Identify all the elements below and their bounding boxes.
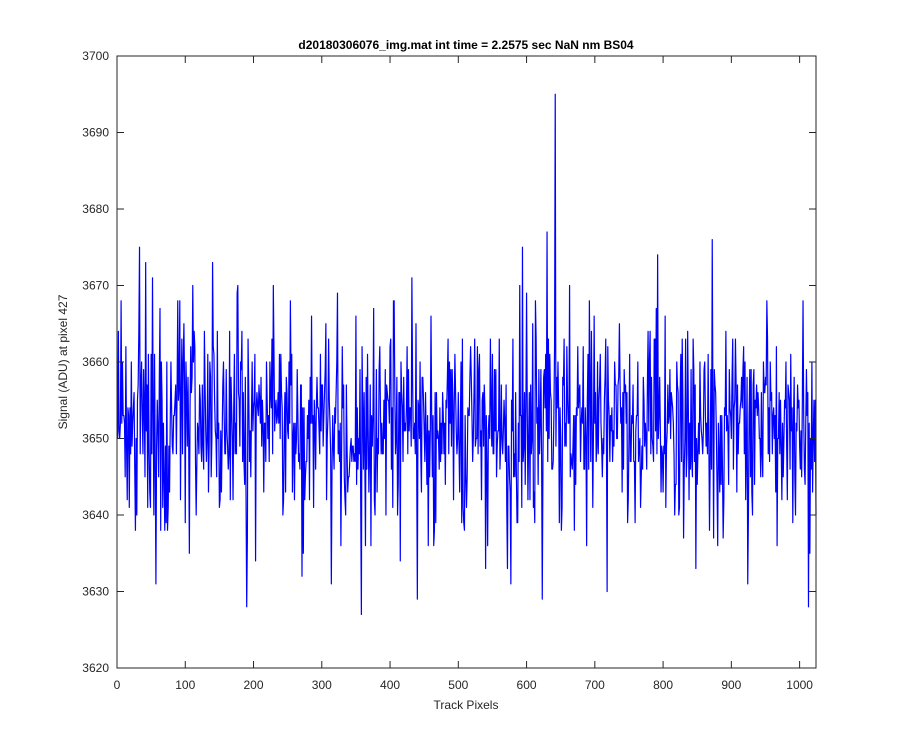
x-tick-label: 900 <box>721 678 741 692</box>
x-axis-label: Track Pixels <box>434 698 499 712</box>
y-tick-label: 3640 <box>82 508 109 522</box>
x-tick-label: 200 <box>244 678 264 692</box>
x-tick-label: 500 <box>448 678 468 692</box>
y-tick-label: 3630 <box>82 585 109 599</box>
x-tick-label: 100 <box>175 678 195 692</box>
y-tick-label: 3660 <box>82 355 109 369</box>
y-tick-label: 3620 <box>82 661 109 675</box>
x-tick-label: 600 <box>517 678 537 692</box>
y-axis-label: Signal (ADU) at pixel 427 <box>56 294 70 429</box>
chart-title: d20180306076_img.mat int time = 2.2575 s… <box>298 38 634 52</box>
axes-layer: 0 100 200 300 400 500 600 700 800 900 1000 3620 3630… <box>82 49 817 692</box>
x-tick-label: 1000 <box>786 678 813 692</box>
x-tick-label: 300 <box>312 678 332 692</box>
y-tick-label: 3690 <box>82 126 109 140</box>
data-layer <box>117 93 817 616</box>
y-tick-label: 3670 <box>82 279 109 293</box>
plot-area-background <box>117 56 816 668</box>
series-line <box>117 93 817 616</box>
x-tick-label: 400 <box>380 678 400 692</box>
y-tick-label: 3680 <box>82 202 109 216</box>
x-tick-label: 800 <box>653 678 673 692</box>
y-tick-label: 3700 <box>82 49 109 63</box>
x-tick-label: 0 <box>114 678 121 692</box>
y-tick-label: 3650 <box>82 432 109 446</box>
x-tick-label: 700 <box>585 678 605 692</box>
